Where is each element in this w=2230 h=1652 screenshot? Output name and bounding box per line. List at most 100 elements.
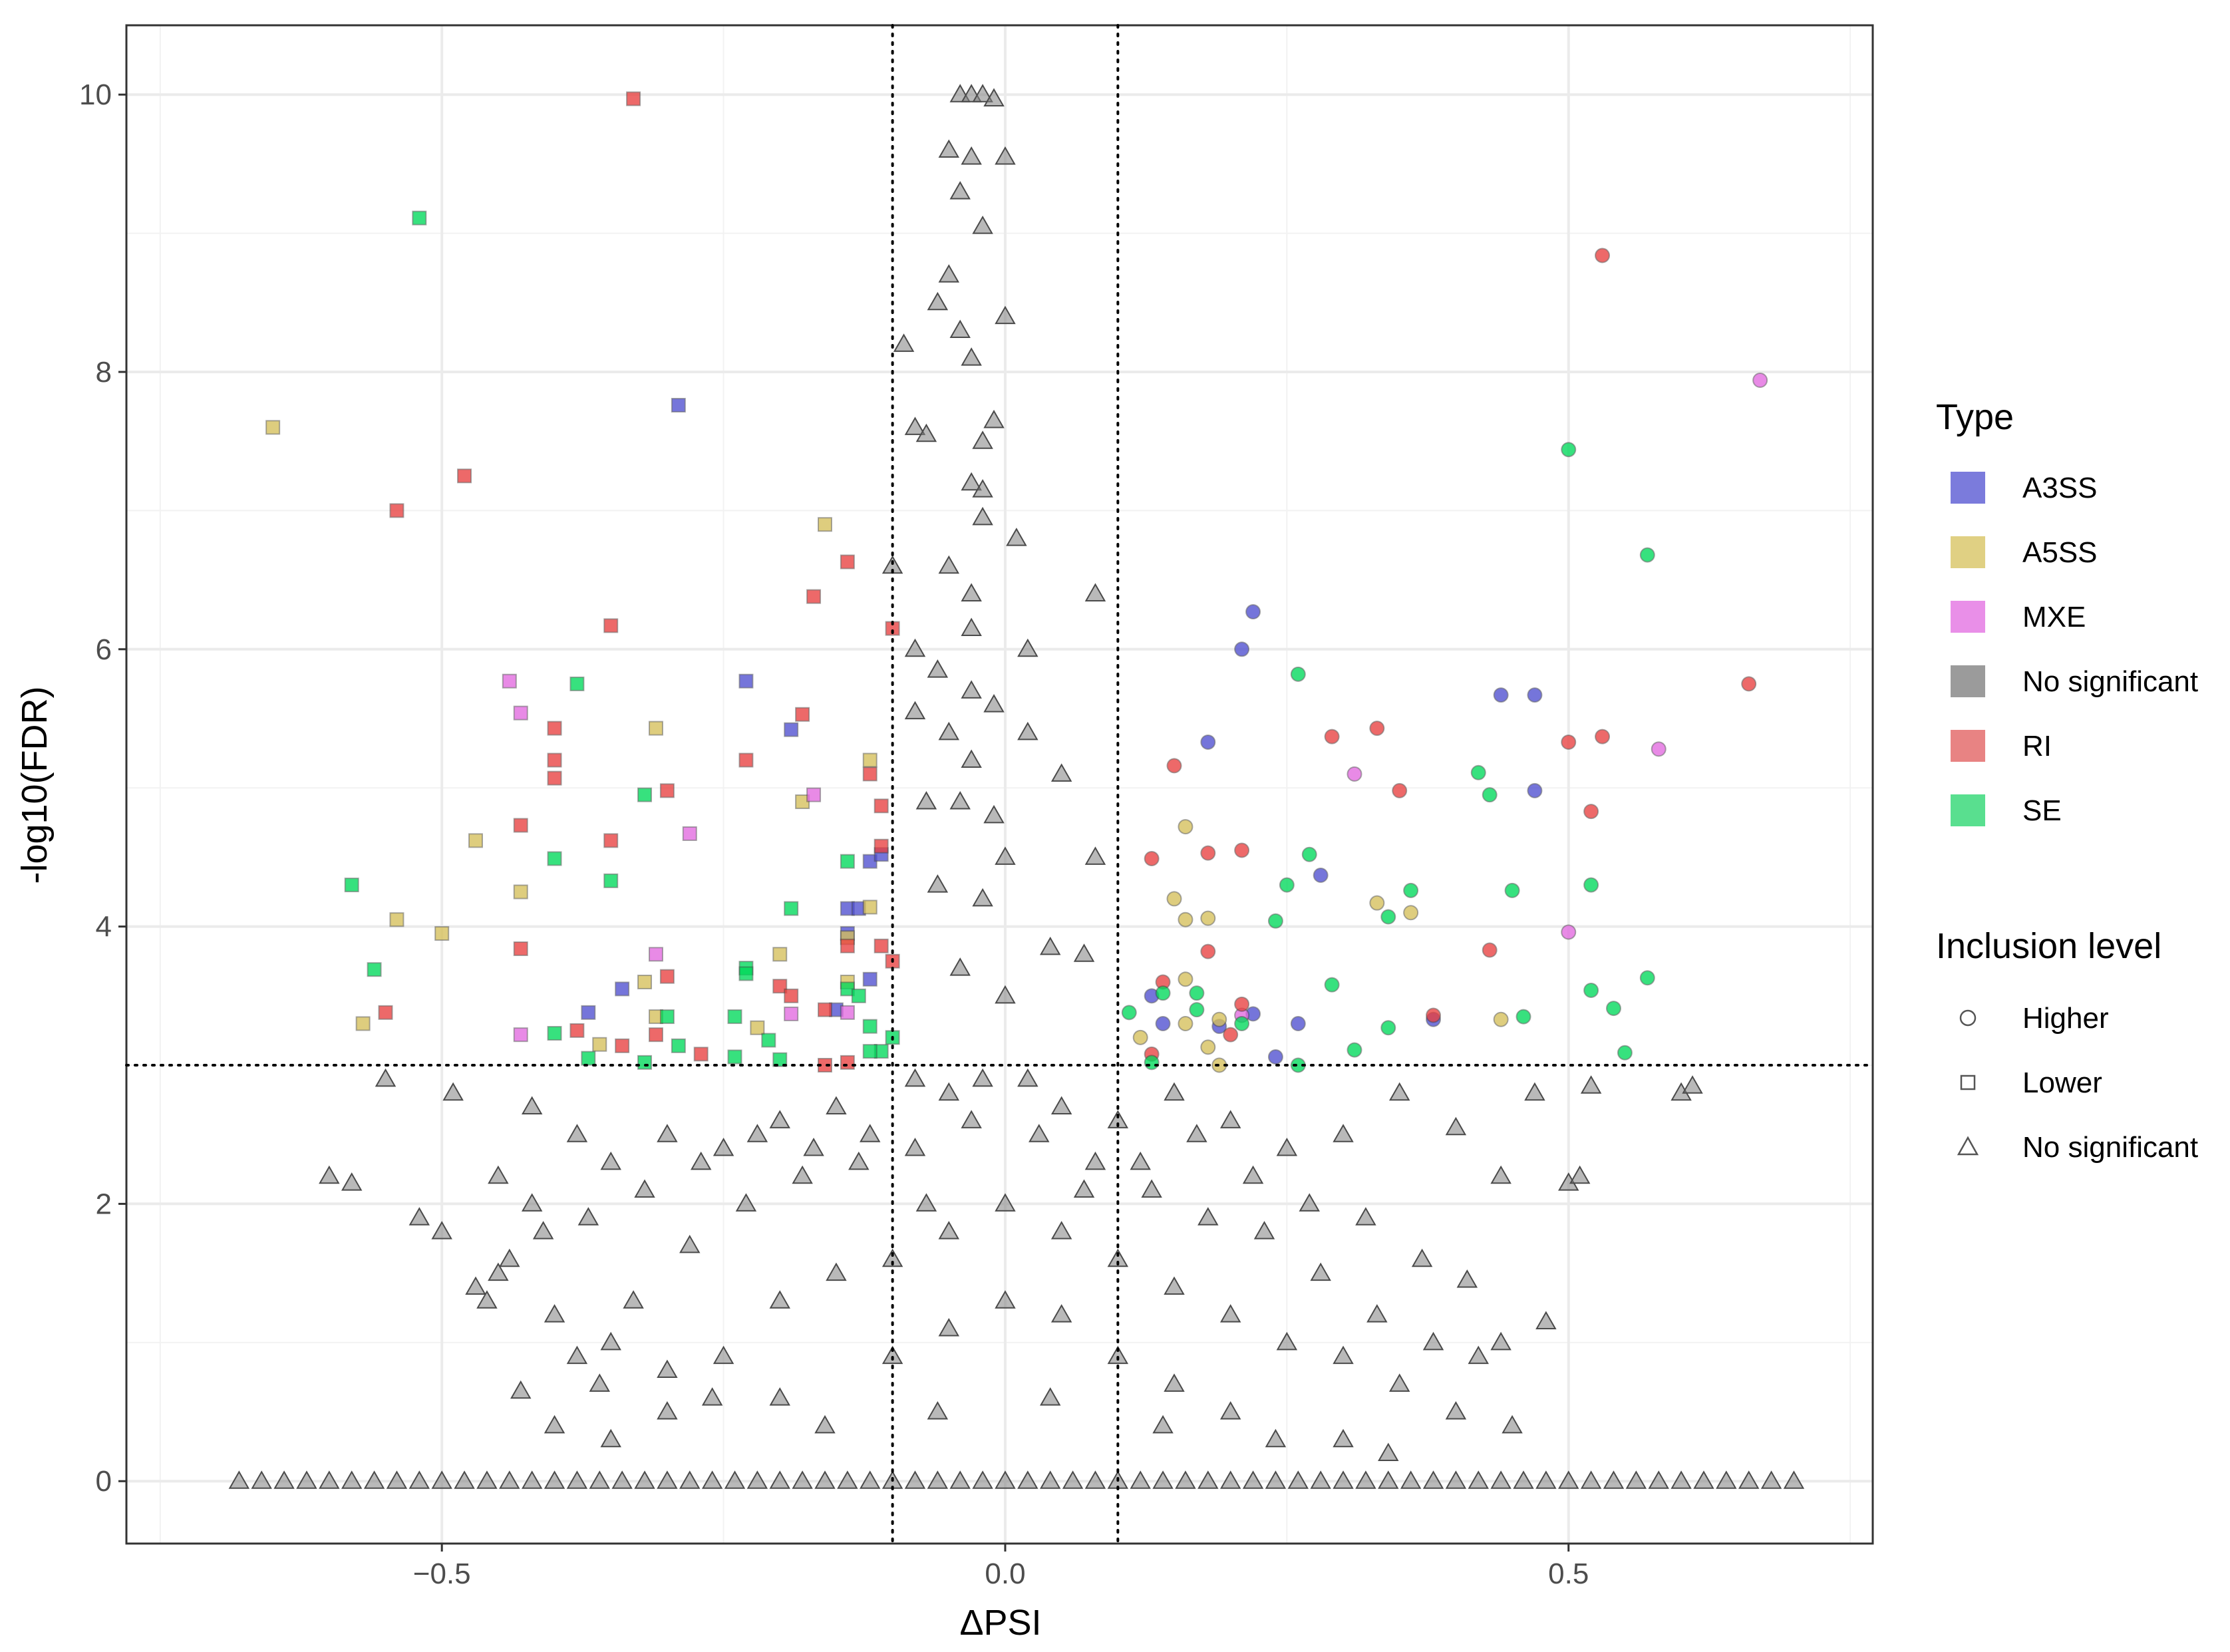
point-no-significant <box>544 1470 565 1489</box>
point-higher-a3ss <box>1290 1015 1306 1031</box>
point-lower-a5ss <box>772 947 788 962</box>
point-no-significant <box>961 146 982 165</box>
point-no-significant <box>521 1470 543 1489</box>
point-no-significant <box>1017 1068 1038 1087</box>
point-lower-se <box>772 1052 788 1067</box>
point-lower-mxe <box>682 826 697 841</box>
point-higher-ri <box>1223 1027 1239 1043</box>
point-no-significant <box>589 1470 611 1489</box>
point-no-significant <box>995 146 1016 165</box>
point-lower-a5ss <box>513 884 528 900</box>
point-no-significant <box>1569 1165 1591 1184</box>
point-no-significant <box>1039 1387 1061 1406</box>
point-no-significant <box>814 1470 836 1489</box>
point-no-significant <box>1130 1151 1151 1170</box>
point-lower-se <box>569 676 585 691</box>
point-higher-ri <box>1392 782 1408 798</box>
point-no-significant <box>1535 1311 1557 1330</box>
point-lower-a5ss <box>355 1016 371 1031</box>
point-lower-se <box>862 1019 877 1034</box>
legend-key-no-significant <box>1951 665 1985 697</box>
point-higher-ri <box>1166 758 1182 774</box>
point-no-significant <box>995 305 1016 325</box>
point-no-significant <box>1693 1470 1714 1489</box>
point-no-significant <box>1186 1124 1207 1142</box>
point-lower-a5ss <box>862 900 877 915</box>
legend-label-inclusion: Higher <box>2022 1002 2109 1035</box>
reference-lines <box>125 24 1874 1545</box>
point-higher-a3ss <box>1527 687 1543 703</box>
x-axis-title: ΔPSI <box>959 1603 1041 1643</box>
point-no-significant <box>1062 1470 1084 1489</box>
point-higher-se <box>1121 1005 1137 1021</box>
point-higher-se <box>1279 877 1295 893</box>
point-no-significant <box>938 1082 960 1101</box>
point-no-significant <box>769 1470 790 1489</box>
point-no-significant <box>1164 1276 1185 1295</box>
point-lower-ri <box>457 468 472 484</box>
point-lower-ri <box>603 618 619 633</box>
point-no-significant <box>881 1248 903 1267</box>
point-no-significant <box>544 1414 565 1434</box>
point-no-significant <box>1197 1207 1219 1226</box>
point-no-significant <box>1084 583 1106 601</box>
legend-label-type: MXE <box>2022 601 2086 633</box>
point-higher-ri <box>1234 842 1250 858</box>
point-lower-mxe <box>513 705 528 721</box>
point-no-significant <box>1050 1221 1072 1239</box>
point-no-significant <box>1682 1075 1703 1094</box>
point-higher-se <box>1639 970 1655 986</box>
point-no-significant <box>476 1470 498 1489</box>
point-lower-ri <box>693 1047 709 1062</box>
legend-label-type: A3SS <box>2022 472 2098 504</box>
point-no-significant <box>792 1165 813 1184</box>
point-lower-a5ss <box>389 912 404 927</box>
point-no-significant <box>657 1470 678 1489</box>
point-no-significant <box>1130 1470 1151 1489</box>
point-lower-se <box>412 210 427 226</box>
plot-panel-border <box>125 24 1874 1545</box>
point-no-significant <box>792 1470 813 1489</box>
point-higher-a5ss <box>1493 1011 1509 1027</box>
point-higher-a5ss <box>1132 1029 1148 1045</box>
point-no-significant <box>1422 1470 1444 1489</box>
point-lower-se <box>637 787 653 802</box>
point-higher-se <box>1605 1001 1621 1017</box>
point-no-significant <box>1219 1110 1241 1128</box>
point-higher-se <box>1301 846 1317 862</box>
point-higher-a5ss <box>1369 895 1385 911</box>
point-no-significant <box>972 430 993 449</box>
point-higher-a5ss <box>1178 971 1194 987</box>
point-no-significant <box>826 1096 847 1115</box>
point-lower-ri <box>806 589 822 604</box>
point-higher-ri <box>1234 996 1250 1012</box>
point-lower-ri <box>389 503 404 518</box>
legend-shape-square <box>1960 1074 1976 1090</box>
legend-label-inclusion: No significant <box>2022 1131 2198 1164</box>
point-no-significant <box>251 1470 272 1489</box>
point-lower-ri <box>603 833 619 848</box>
point-lower-mxe <box>502 673 517 689</box>
legend-key-a3ss <box>1951 472 1985 504</box>
point-no-significant <box>938 139 960 158</box>
point-no-significant <box>1242 1165 1264 1184</box>
point-no-significant <box>679 1234 701 1253</box>
point-lower-ri <box>513 941 528 956</box>
point-no-significant <box>1219 1304 1241 1323</box>
legend-key-se <box>1951 794 1985 826</box>
point-no-significant <box>386 1470 408 1489</box>
point-higher-se <box>1189 1002 1205 1018</box>
point-higher-se <box>1290 666 1306 682</box>
point-no-significant <box>848 1151 870 1170</box>
point-no-significant <box>1164 1082 1185 1101</box>
point-higher-se <box>1504 882 1520 898</box>
point-lower-se <box>738 966 754 981</box>
point-no-significant <box>713 1138 734 1156</box>
point-no-significant <box>454 1470 475 1489</box>
point-no-significant <box>961 1110 982 1128</box>
point-no-significant <box>1333 1124 1354 1142</box>
point-lower-mxe <box>806 787 822 802</box>
point-lower-ri <box>840 938 855 953</box>
point-higher-a3ss <box>1234 641 1250 657</box>
point-no-significant <box>634 1179 655 1198</box>
